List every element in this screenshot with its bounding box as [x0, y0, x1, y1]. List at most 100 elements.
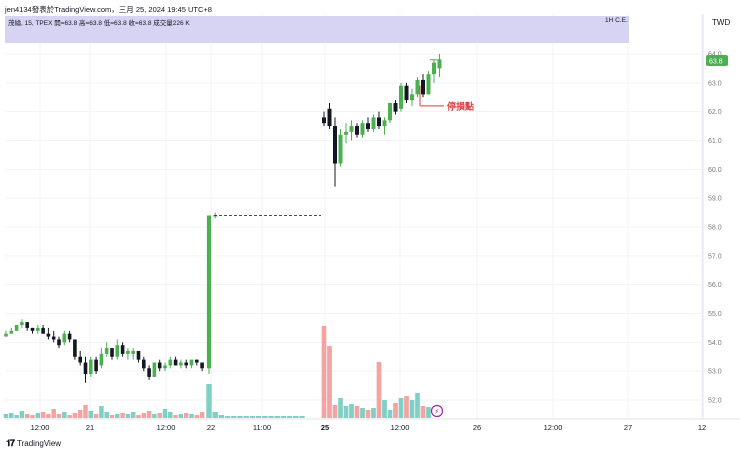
- volume-bar: [218, 415, 225, 418]
- last-price-label: 63.8: [709, 59, 723, 66]
- legend-session-tag: 1H C.E.: [605, 17, 628, 24]
- volume-bar: [371, 408, 376, 418]
- price-tick-label: 57.0: [708, 253, 722, 260]
- price-tick-label: 61.0: [708, 138, 722, 145]
- volume-bar: [237, 416, 243, 418]
- volume-bar: [327, 346, 332, 418]
- volume-bar: [130, 412, 136, 418]
- volume-bar: [157, 413, 162, 418]
- candle-body: [25, 322, 29, 328]
- volume-bar: [393, 403, 398, 418]
- volume-bars: [3, 326, 431, 418]
- price-tick-label: 53.0: [708, 369, 722, 376]
- volume-bar: [286, 416, 293, 418]
- volume-bar: [398, 398, 404, 418]
- volume-bar: [338, 398, 343, 418]
- candle-body: [322, 117, 326, 124]
- volume-bar: [14, 415, 19, 418]
- candle-body: [344, 131, 348, 135]
- volume-bar: [168, 412, 173, 418]
- candle-body: [67, 333, 72, 340]
- candle-body: [78, 356, 82, 363]
- candle-body: [51, 336, 56, 340]
- time-tick-label: 12:00: [391, 423, 410, 432]
- candle-body: [120, 345, 125, 354]
- volume-bar: [189, 414, 194, 418]
- candle-body: [4, 333, 8, 337]
- volume-bar: [67, 415, 72, 418]
- candle-body: [426, 74, 431, 95]
- volume-bar: [51, 409, 56, 418]
- candle-body: [41, 327, 45, 334]
- volume-bar: [293, 416, 299, 418]
- time-tick-label: 12: [698, 423, 706, 432]
- volume-bar: [321, 326, 327, 418]
- volume-bar: [35, 413, 41, 418]
- candle-body: [110, 348, 114, 357]
- stop-loss-label: 停損點: [447, 100, 474, 112]
- candle-body: [327, 108, 332, 127]
- volume-bar: [212, 412, 218, 418]
- time-tick-label: 27: [624, 423, 632, 432]
- candle-body: [126, 350, 130, 354]
- candle-body: [360, 123, 365, 135]
- grid: [5, 14, 703, 419]
- candle-body: [168, 359, 173, 366]
- volume-bar: [349, 404, 354, 418]
- time-tick-label: 12:00: [31, 423, 50, 432]
- volume-bar: [199, 412, 205, 418]
- candle-body: [333, 126, 337, 164]
- brand-name: TradingView: [17, 439, 62, 448]
- volume-bar: [206, 384, 212, 418]
- candle-body: [388, 103, 392, 121]
- volume-bar: [382, 400, 387, 418]
- candle-body: [9, 330, 14, 334]
- candle-body: [57, 339, 61, 346]
- candle-body: [382, 120, 387, 127]
- candle-body: [404, 85, 409, 101]
- volume-bar: [194, 415, 200, 418]
- candle-body: [393, 103, 398, 112]
- overlays: 停損點: [214, 59, 474, 216]
- volume-bar: [274, 416, 280, 418]
- volume-bar: [56, 414, 62, 418]
- currency-label[interactable]: TWD: [712, 18, 731, 27]
- volume-bar: [120, 413, 125, 418]
- price-tick-label: 54.0: [708, 340, 722, 347]
- price-tick-label: 56.0: [708, 282, 722, 289]
- volume-bar: [387, 410, 393, 418]
- volume-bar: [3, 414, 9, 418]
- volume-bar: [162, 409, 168, 418]
- volume-bar: [83, 405, 88, 418]
- volume-bar: [173, 415, 178, 418]
- volume-bar: [249, 416, 256, 418]
- volume-bar: [77, 410, 83, 418]
- candle-body: [338, 134, 343, 164]
- volume-bar: [415, 393, 420, 418]
- candle-body: [142, 359, 146, 369]
- volume-bar: [125, 414, 131, 418]
- volume-bar: [243, 416, 249, 418]
- volume-bar: [299, 416, 305, 418]
- volume-bar: [280, 416, 287, 418]
- tradingview-brand[interactable]: 𝟏𝟕 TradingView: [6, 438, 61, 449]
- candle-body: [371, 117, 376, 129]
- price-tick-label: 58.0: [708, 225, 722, 232]
- volume-bar: [255, 416, 262, 418]
- candle-body: [432, 62, 436, 75]
- candle-body: [73, 339, 77, 357]
- time-tick-label: 22: [207, 423, 215, 432]
- volume-bar: [93, 414, 99, 418]
- candle-body: [163, 365, 167, 369]
- volume-bar: [360, 408, 365, 418]
- candle-body: [366, 123, 370, 129]
- volume-bar: [88, 411, 94, 418]
- candle-body: [131, 350, 135, 354]
- candle-body: [136, 350, 141, 360]
- candle-body: [62, 333, 67, 343]
- chart-title: jen4134發表於TradingView.com，三月 25, 2024 19…: [5, 5, 212, 14]
- alert-icon[interactable]: ⚡: [430, 404, 444, 418]
- candle-body: [399, 85, 403, 109]
- price-tick-label: 62.0: [708, 109, 722, 116]
